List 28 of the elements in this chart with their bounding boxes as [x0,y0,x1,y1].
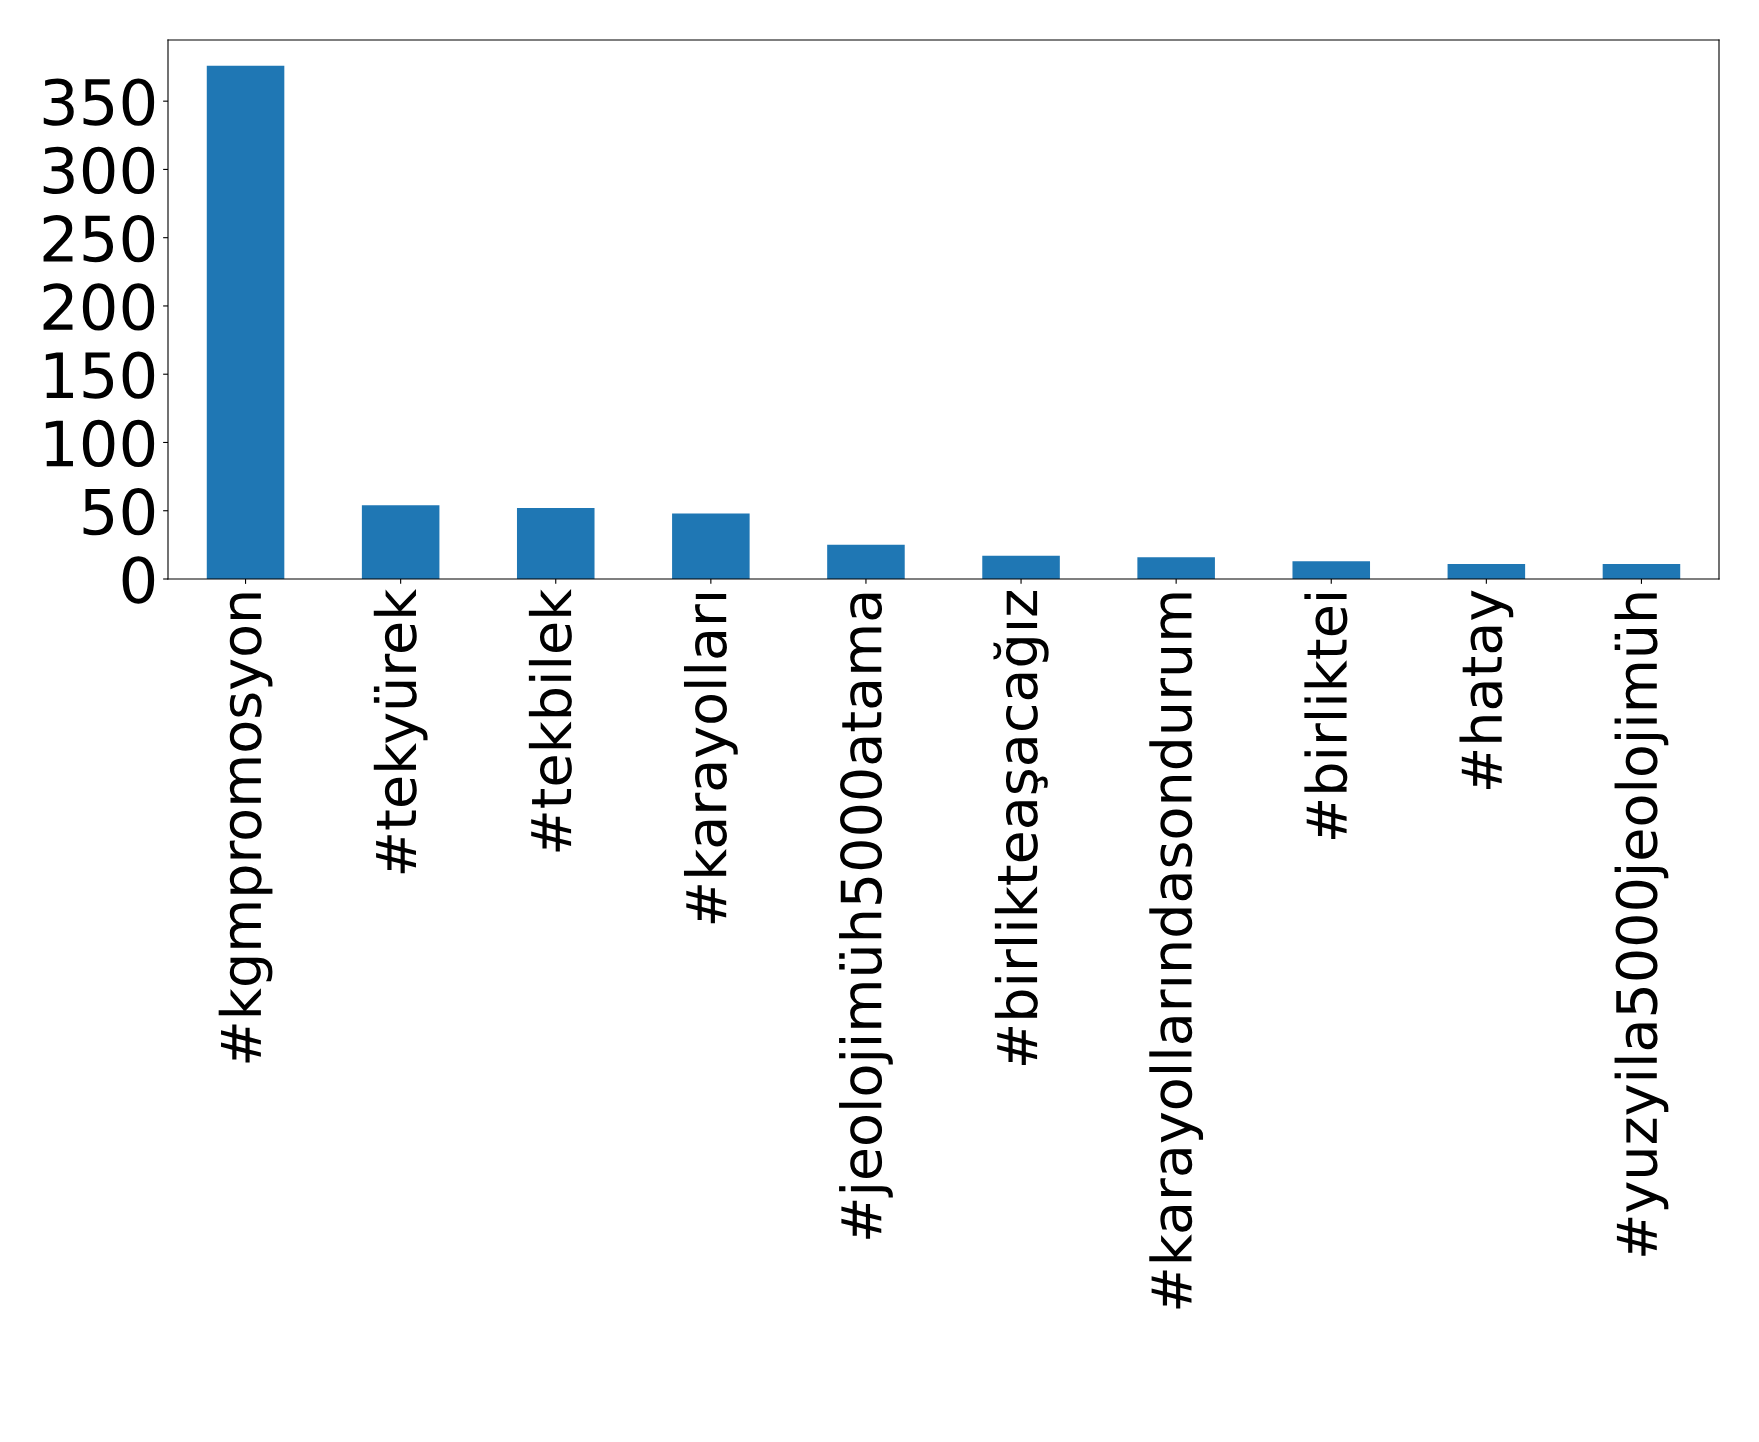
bar [206,65,285,579]
y-tick-label: 300 [43,146,155,195]
x-tick-label: #yuzyila5000jeolojimüh [1614,593,1669,1256]
bar [361,505,440,579]
x-tick-label: #karayolları [683,593,738,924]
x-tick-label: #tekyürek [373,588,428,874]
y-tick-label: 50 [83,488,155,536]
x-tick-label: #hatay [1459,590,1514,789]
bar [1137,557,1215,579]
bar [1447,563,1526,579]
bar [982,555,1060,579]
x-tick-label: #karayollarındasondurum [1149,593,1204,1309]
y-tick-label: 100 [45,419,155,468]
bar [1602,563,1681,579]
x-tick-label: #kgmpromosyon [218,593,273,1063]
y-tick-label: 150 [45,351,155,399]
x-tick-label: #tekbilek [528,588,572,852]
y-tick-label: 250 [43,215,155,263]
y-tick-label: 200 [43,283,155,331]
x-tick-label: #birliktei [1304,593,1348,839]
x-tick-label: #jeolojimüh5000atama [839,593,893,1239]
bar [516,508,595,579]
bar [672,513,750,579]
x-tick-label: #birlikteaşacağız [993,591,1049,1066]
y-tick-label: 350 [43,78,155,126]
bar [827,544,905,579]
bar [1292,561,1371,579]
y-tick-label: 0 [122,556,155,604]
